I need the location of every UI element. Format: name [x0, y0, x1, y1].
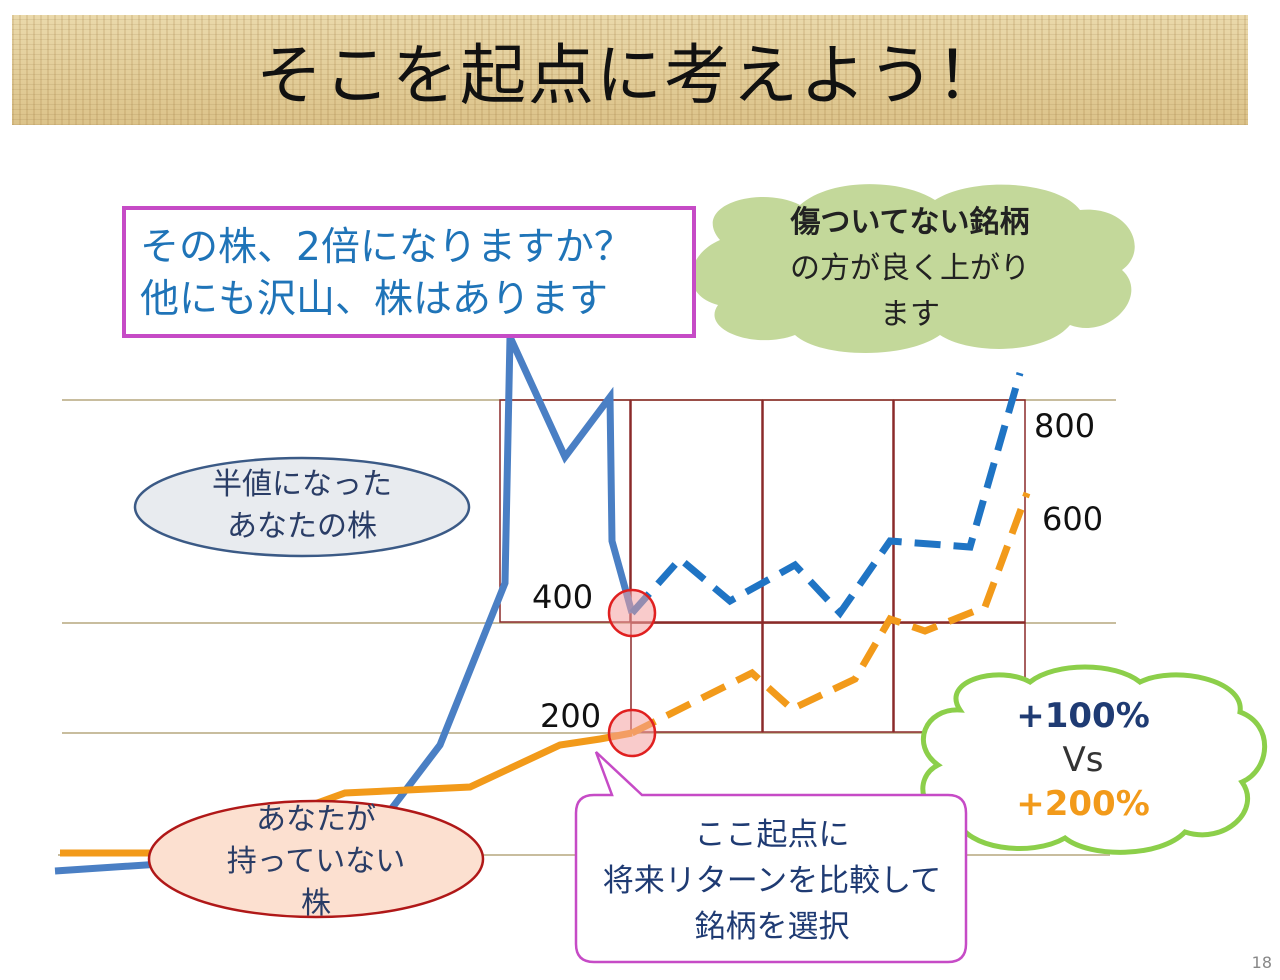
- green-cloud-line-3: ます: [880, 297, 940, 332]
- green-cloud-shape: [691, 184, 1135, 354]
- start-marker-other-stock: [607, 708, 657, 758]
- title-banner: そこを起点に考えよう！: [12, 15, 1248, 125]
- page-number: 18: [1251, 953, 1272, 972]
- not-owned-line-3: 株: [301, 886, 331, 921]
- question-line-1: その株、2倍になりますか？: [140, 225, 633, 270]
- green-cloud-text: 傷ついてない銘柄 の方が良く上がり ます: [700, 200, 1120, 338]
- half-value-oval-text: 半値になった あなたの株: [140, 464, 464, 548]
- comparison-cloud-text: +100% Vs +200%: [938, 694, 1228, 826]
- half-value-oval-shape: [133, 456, 471, 558]
- comparison-plus-200: +200%: [1016, 784, 1150, 824]
- not-owned-oval-text: あなたが 持っていない 株: [150, 799, 482, 925]
- not-owned-line-1: あなたが: [256, 802, 376, 837]
- not-owned-line-2: 持っていない: [226, 844, 406, 879]
- box-pre-start: [499, 399, 631, 623]
- question-line-2: 他にも沢山、株はあります: [140, 277, 609, 322]
- value-label-400: 400: [532, 578, 593, 616]
- box-upper-1: [630, 399, 763, 623]
- callout-text: ここ起点に 将来リターンを比較して 銘柄を選択: [578, 812, 966, 950]
- callout-shape: [574, 751, 968, 964]
- callout-line-3: 銘柄を選択: [694, 909, 850, 945]
- half-value-line-2: あなたの株: [227, 509, 377, 544]
- value-label-600: 600: [1042, 500, 1103, 538]
- page-title: そこを起点に考えよう！: [256, 37, 1004, 114]
- green-cloud-line-2: の方が良く上がり: [790, 251, 1030, 286]
- callout-line-2: 将来リターンを比較して: [602, 863, 942, 899]
- box-upper-2: [762, 399, 894, 623]
- comparison-vs: Vs: [1062, 740, 1104, 780]
- start-marker-held-stock: [607, 588, 657, 638]
- value-label-200: 200: [540, 697, 601, 735]
- callout-line-1: ここ起点に: [694, 817, 850, 853]
- box-upper-3: [893, 399, 1026, 623]
- box-lower-2: [762, 622, 894, 733]
- series-line-held-stock-future: [629, 372, 1024, 619]
- box-lower-1: [630, 622, 763, 733]
- green-cloud-line-1: 傷ついてない銘柄: [790, 205, 1030, 240]
- not-owned-oval-shape: [147, 799, 485, 919]
- comparison-plus-100: +100%: [1016, 696, 1150, 736]
- comparison-boxes: [499, 399, 1026, 733]
- value-label-800: 800: [1034, 407, 1095, 445]
- half-value-line-1: 半値になった: [212, 467, 392, 502]
- series-line-other-stock-future: [630, 491, 1031, 737]
- question-box: その株、2倍になりますか？ 他にも沢山、株はあります: [122, 206, 696, 338]
